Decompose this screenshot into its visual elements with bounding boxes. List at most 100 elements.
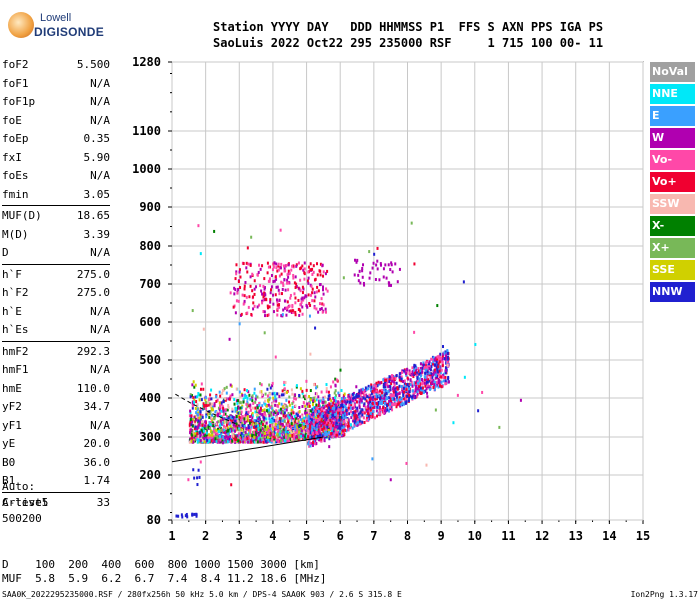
echo-point [270,273,273,277]
echo-point [283,439,286,443]
echo-point [194,395,197,399]
echo-point [198,423,201,427]
echo-point [387,385,390,389]
echo-point [253,391,256,395]
echo-point [186,515,189,519]
echo-point [189,428,192,432]
echo-point [261,292,264,296]
echo-point [327,412,330,416]
echo-point [209,427,212,431]
echo-point [308,404,311,408]
echo-point [412,392,415,396]
echo-point [334,394,337,398]
echo-point [227,436,230,440]
echo-point [342,413,345,417]
echo-point [310,418,313,422]
echo-point [379,412,382,416]
echo-point [271,381,274,385]
echo-point [260,289,263,293]
echo-point [294,428,297,432]
echo-point [251,416,254,420]
echo-point [210,437,213,441]
echo-point [278,298,281,302]
echo-point [276,300,279,304]
echo-point [204,437,207,441]
echo-point [202,424,205,428]
echo-point [306,402,309,406]
echo-point [324,310,327,314]
echo-point [334,429,337,433]
echo-point [434,363,437,367]
echo-point [307,417,310,421]
echo-point [265,428,268,432]
echo-point [391,270,394,274]
echo-point [425,463,428,467]
echo-point [271,419,274,423]
echo-point [189,418,192,422]
param-value: N/A [90,304,110,318]
x-tick-label: 14 [602,529,616,543]
echo-point [380,263,383,267]
echo-point [378,278,381,282]
echo-point [396,387,399,391]
echo-point [389,397,392,401]
echo-point [315,290,318,294]
echo-point [265,431,268,435]
echo-point [264,414,267,418]
echo-point [257,424,260,428]
echo-point [271,402,274,406]
echo-point [240,428,243,432]
echo-point [271,384,274,388]
echo-point [269,405,272,409]
echo-point [426,360,429,364]
echo-point [322,410,325,414]
echo-point [243,299,246,303]
echo-point [267,438,270,442]
echo-point [247,440,250,444]
echo-point [287,281,290,285]
echo-point [349,423,352,427]
echo-point [206,438,209,442]
echo-point [280,429,283,433]
echo-point [293,435,296,439]
echo-point [398,396,401,400]
echo-point [308,444,311,448]
echo-point [355,416,358,420]
echo-point [297,261,300,265]
echo-point [361,269,364,273]
echo-point [301,264,304,268]
param-value: 275.0 [76,286,110,299]
echo-point [318,269,321,273]
echo-point [261,409,264,413]
echo-point [199,407,202,411]
echo-point [327,435,330,439]
echo-point [219,404,222,408]
echo-point [276,303,279,307]
echo-point [332,424,335,428]
echo-point [237,287,240,291]
echo-point [361,408,364,412]
echo-point [252,295,255,299]
echo-point [371,266,374,270]
echo-point [337,428,340,432]
echo-point [222,412,225,416]
param-separator [2,491,110,493]
y-tick-label: 400 [139,391,161,405]
echo-point [280,262,283,266]
echo-point [269,426,272,430]
echo-point [357,418,360,422]
echo-point [255,436,258,440]
echo-point [345,408,348,412]
echo-point [335,433,338,437]
echo-point [260,428,263,432]
echo-point [351,399,354,403]
echo-point [344,415,347,419]
echo-point [293,433,296,437]
echo-point [312,264,315,268]
echo-point [277,268,280,272]
echo-point [314,392,317,396]
echo-point [231,415,234,419]
echo-point [334,408,337,412]
echo-point [190,428,193,432]
echo-point [411,395,414,399]
